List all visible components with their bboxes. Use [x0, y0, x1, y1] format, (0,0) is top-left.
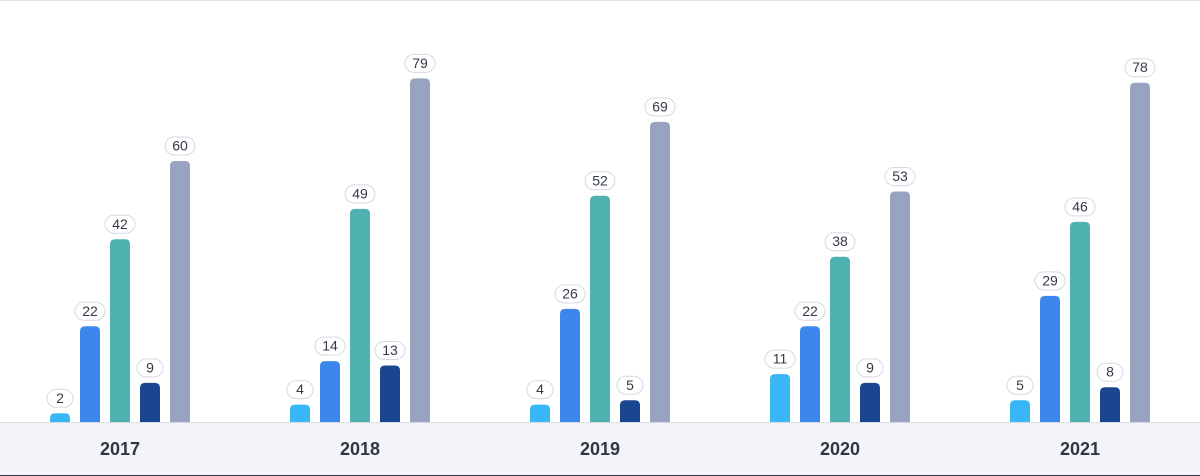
data-label-pill — [1124, 58, 1156, 78]
data-label-2017-series-5: 60 — [172, 138, 188, 154]
bar-2019-series-3[interactable] — [590, 195, 610, 422]
x-tick-label-2021: 2021 — [1059, 439, 1101, 459]
bar-2019-series-5[interactable] — [650, 121, 670, 422]
data-label-pill — [1034, 271, 1066, 291]
bar-group-2019: 4 26 52 5 69 — [526, 97, 676, 422]
data-label-2019-series-5: 69 — [652, 98, 668, 114]
data-label-2018-series-4: 13 — [382, 342, 398, 358]
data-label-2021-series-5: 78 — [1132, 59, 1148, 75]
data-label-pill — [404, 53, 436, 73]
data-label-2021-series-3: 46 — [1072, 198, 1088, 214]
data-label-pill — [164, 136, 196, 156]
bar-2018-series-3[interactable] — [350, 208, 370, 422]
data-label-pill — [824, 232, 856, 252]
bar-2021-series-5[interactable] — [1130, 82, 1150, 422]
bar-2017-series-5[interactable] — [170, 161, 190, 422]
x-tick-label-2017: 2017 — [99, 439, 141, 459]
bar-2021-series-3[interactable] — [1070, 221, 1090, 422]
data-label-pill — [74, 301, 106, 321]
bar-chart: 2224296041449137942652569112238953529468… — [46, 53, 1156, 422]
data-label-pill — [1096, 362, 1124, 382]
data-label-2018-series-3: 49 — [352, 185, 368, 201]
data-label-2020-series-4: 9 — [866, 359, 874, 375]
data-label-pill — [616, 375, 644, 395]
data-label-pill — [136, 358, 164, 378]
x-tick-label-2019: 2019 — [579, 439, 621, 459]
data-label-pill — [554, 284, 586, 304]
x-tick-label-2020: 2020 — [819, 439, 861, 459]
data-label-pill — [526, 380, 554, 400]
bar-2020-series-5[interactable] — [890, 191, 910, 422]
data-label-pill — [1064, 197, 1096, 217]
bar-2021-series-1[interactable] — [1010, 400, 1030, 422]
bar-2020-series-3[interactable] — [830, 256, 850, 422]
data-label-pill — [764, 349, 796, 369]
data-label-pill — [584, 171, 616, 191]
bar-2021-series-4[interactable] — [1100, 387, 1120, 422]
data-label-pill — [794, 301, 826, 321]
data-label-2018-series-1: 4 — [296, 381, 304, 397]
data-label-pill — [286, 380, 314, 400]
bar-2017-series-3[interactable] — [110, 239, 130, 422]
data-label-2019-series-3: 52 — [592, 172, 608, 188]
bar-2020-series-1[interactable] — [770, 374, 790, 422]
data-label-2020-series-1: 11 — [773, 351, 788, 367]
data-label-pill — [374, 340, 406, 360]
data-label-2017-series-4: 9 — [146, 359, 154, 375]
data-label-pill — [856, 358, 884, 378]
bar-2018-series-4[interactable] — [380, 365, 400, 422]
bar-2018-series-2[interactable] — [320, 361, 340, 422]
bar-2021-series-2[interactable] — [1040, 295, 1060, 422]
bar-2018-series-5[interactable] — [410, 78, 430, 422]
bar-2019-series-2[interactable] — [560, 308, 580, 422]
data-label-2020-series-2: 22 — [802, 303, 818, 319]
x-tick-label-2018: 2018 — [339, 439, 381, 459]
data-label-pill — [884, 166, 916, 186]
data-label-2021-series-2: 29 — [1042, 272, 1058, 288]
data-label-2019-series-2: 26 — [562, 285, 578, 301]
data-label-2020-series-5: 53 — [892, 168, 908, 184]
data-label-pill — [46, 388, 74, 408]
x-axis-band: 2017 2018 2019 2020 2021 — [0, 422, 1200, 476]
bar-2017-series-4[interactable] — [140, 382, 160, 422]
bar-group-2020: 11 22 38 9 53 — [764, 166, 916, 422]
data-label-pill — [1006, 375, 1034, 395]
bar-2017-series-2[interactable] — [80, 326, 100, 422]
bar-2020-series-2[interactable] — [800, 326, 820, 422]
data-label-2020-series-3: 38 — [832, 233, 848, 249]
data-label-pill — [314, 336, 346, 356]
data-label-2017-series-2: 22 — [82, 303, 98, 319]
bar-2018-series-1[interactable] — [290, 404, 310, 422]
data-label-2021-series-1: 5 — [1016, 377, 1024, 393]
data-label-2019-series-4: 5 — [626, 377, 634, 393]
data-label-pill — [344, 184, 376, 204]
data-label-pill — [104, 214, 136, 234]
data-label-2018-series-5: 79 — [412, 55, 428, 71]
bar-2019-series-4[interactable] — [620, 400, 640, 422]
data-label-2017-series-1: 2 — [56, 390, 64, 406]
data-label-2021-series-4: 8 — [1106, 364, 1114, 380]
bar-2020-series-4[interactable] — [860, 382, 880, 422]
bar-group-2018: 4 14 49 13 79 — [286, 53, 436, 422]
data-label-pill — [644, 97, 676, 117]
data-label-2017-series-3: 42 — [112, 216, 128, 232]
bar-group-2021: 5 29 46 8 78 — [1006, 58, 1156, 422]
data-label-2018-series-2: 14 — [322, 338, 338, 354]
bar-2017-series-1[interactable] — [50, 413, 70, 422]
data-label-2019-series-1: 4 — [536, 381, 544, 397]
bar-2019-series-1[interactable] — [530, 404, 550, 422]
